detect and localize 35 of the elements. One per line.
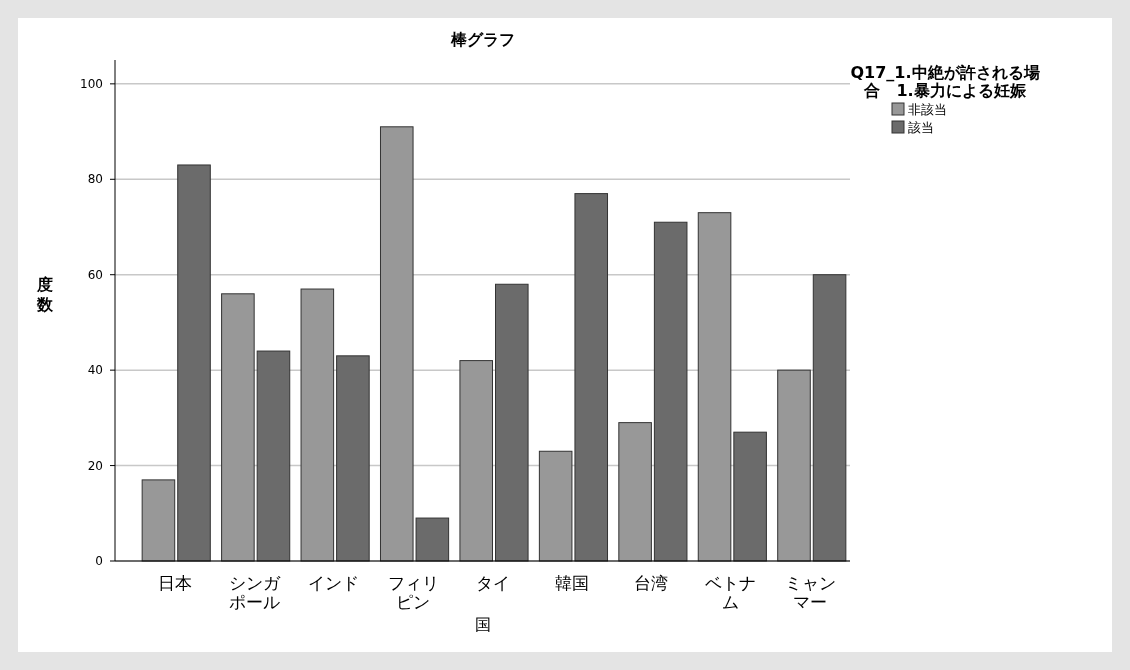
bar [177,164,211,562]
chart-title: 棒グラフ [449,30,515,49]
legend-label: 非該当 [908,102,947,117]
bar [812,274,847,562]
bar [733,431,767,562]
bar [256,350,291,562]
x-tick-label: タイ [475,573,510,593]
y-tick-label: 80 [87,172,103,187]
bar [336,355,370,562]
legend-title: Q17_1.中絶が許される場合 1.暴力による妊娠 [850,63,1040,100]
bar [777,369,811,562]
y-tick-label: 40 [87,363,103,378]
x-tick-label: ベトナム [705,573,757,612]
bar [141,479,176,562]
x-tick-label: フィリピン [387,573,439,612]
x-axis-title: 国 [474,615,491,634]
bar [221,293,255,562]
y-axis-title: 度数 [36,275,54,314]
x-tick-label: インド [308,573,360,593]
x-tick-label: ミャンマー [784,573,836,612]
y-tick-label: 0 [95,554,103,568]
bar [495,283,529,562]
x-tick-label: 台湾 [634,573,669,593]
bar [459,360,493,562]
y-tick-label: 60 [87,267,103,282]
y-tick-label: 20 [87,458,103,473]
legend-label: 該当 [908,120,934,135]
y-tick-label: 100 [80,76,103,91]
x-tick-label: 日本 [157,573,192,593]
bar [300,288,335,562]
bar [697,212,732,562]
bar [618,422,652,562]
bar [653,221,688,562]
x-tick-label: 韓国 [554,573,589,593]
x-tick-label: シンガポール [228,573,281,612]
